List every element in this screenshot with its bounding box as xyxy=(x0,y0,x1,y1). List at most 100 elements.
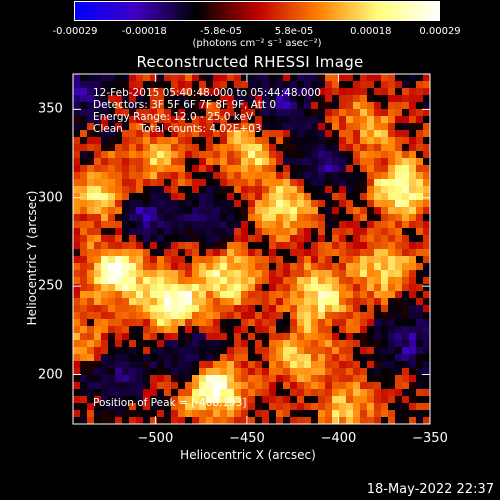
heatmap-cell xyxy=(157,319,165,327)
heatmap-cell xyxy=(206,221,214,229)
heatmap-cell xyxy=(108,123,116,131)
heatmap-cell xyxy=(157,207,165,215)
heatmap-cell xyxy=(381,361,389,369)
heatmap-cell xyxy=(262,74,270,82)
heatmap-cell xyxy=(199,165,207,173)
heatmap-cell xyxy=(220,179,228,187)
heatmap-cell xyxy=(136,102,144,110)
heatmap-cell xyxy=(346,165,354,173)
heatmap-cell xyxy=(304,221,312,229)
heatmap-cell xyxy=(192,256,200,264)
heatmap-cell xyxy=(136,221,144,229)
heatmap-cell xyxy=(80,193,88,201)
heatmap-cell xyxy=(311,305,319,313)
heatmap-cell xyxy=(290,319,298,327)
heatmap-cell xyxy=(332,228,340,236)
heatmap-cell xyxy=(255,312,263,320)
heatmap-cell xyxy=(164,228,172,236)
heatmap-cell xyxy=(80,312,88,320)
heatmap-cell xyxy=(171,130,179,138)
heatmap-cell xyxy=(339,130,347,138)
heatmap-cell xyxy=(325,277,333,285)
heatmap-cell xyxy=(423,270,431,278)
heatmap-cell xyxy=(388,403,396,411)
heatmap-cell xyxy=(213,354,221,362)
heatmap-cell xyxy=(150,417,158,425)
heatmap-cell xyxy=(122,340,130,348)
heatmap-cell xyxy=(381,137,389,145)
heatmap-cell xyxy=(395,403,403,411)
heatmap-cell xyxy=(171,221,179,229)
heatmap-cell xyxy=(213,109,221,117)
heatmap-cell xyxy=(283,88,291,96)
heatmap-cell xyxy=(297,277,305,285)
heatmap-cell xyxy=(374,256,382,264)
heatmap-cell xyxy=(269,263,277,271)
heatmap-cell xyxy=(178,109,186,117)
heatmap-cell xyxy=(360,305,368,313)
heatmap-cell xyxy=(262,81,270,89)
heatmap-cell xyxy=(283,354,291,362)
heatmap-cell xyxy=(269,284,277,292)
heatmap-cell xyxy=(395,200,403,208)
heatmap-cell xyxy=(108,151,116,159)
y-tick-label: 350 xyxy=(38,101,63,117)
heatmap-cell xyxy=(164,249,172,257)
heatmap-cell xyxy=(409,144,417,152)
heatmap-cell xyxy=(332,109,340,117)
heatmap-cell xyxy=(290,256,298,264)
heatmap-cell xyxy=(241,144,249,152)
heatmap-cell xyxy=(423,368,431,376)
heatmap-cell xyxy=(339,284,347,292)
heatmap-cell xyxy=(129,312,137,320)
heatmap-cell xyxy=(416,123,424,131)
heatmap-cell xyxy=(157,298,165,306)
heatmap-cell xyxy=(339,396,347,404)
heatmap-cell xyxy=(409,305,417,313)
heatmap-cell xyxy=(101,242,109,250)
heatmap-cell xyxy=(395,319,403,327)
heatmap-cell xyxy=(402,151,410,159)
heatmap-cell xyxy=(143,214,151,222)
heatmap-cell xyxy=(73,165,81,173)
heatmap-cell xyxy=(374,284,382,292)
heatmap-cell xyxy=(381,319,389,327)
heatmap-cell xyxy=(192,228,200,236)
heatmap-cell xyxy=(206,382,214,390)
heatmap-cell xyxy=(381,249,389,257)
heatmap-cell xyxy=(101,74,109,82)
heatmap-cell xyxy=(213,270,221,278)
heatmap-cell xyxy=(213,368,221,376)
heatmap-cell xyxy=(234,347,242,355)
heatmap-cell xyxy=(199,312,207,320)
heatmap-cell xyxy=(171,270,179,278)
heatmap-cell xyxy=(129,102,137,110)
heatmap-cell xyxy=(157,249,165,257)
heatmap-cell xyxy=(346,151,354,159)
heatmap-cell xyxy=(164,263,172,271)
heatmap-cell xyxy=(388,410,396,418)
heatmap-cell xyxy=(297,123,305,131)
heatmap-cell xyxy=(297,347,305,355)
heatmap-cell xyxy=(318,403,326,411)
heatmap-cell xyxy=(143,403,151,411)
heatmap-cell xyxy=(360,235,368,243)
heatmap-cell xyxy=(346,305,354,313)
heatmap-cell xyxy=(234,109,242,117)
heatmap-cell xyxy=(262,396,270,404)
heatmap-cell xyxy=(87,102,95,110)
heatmap-cell xyxy=(108,172,116,180)
heatmap-cell xyxy=(199,74,207,82)
heatmap-cell xyxy=(136,319,144,327)
heatmap-cell xyxy=(388,200,396,208)
heatmap-cell xyxy=(304,312,312,320)
heatmap-cell xyxy=(360,151,368,159)
heatmap-cell xyxy=(346,130,354,138)
heatmap-cell xyxy=(220,277,228,285)
heatmap-cell xyxy=(318,130,326,138)
heatmap-cell xyxy=(220,305,228,313)
heatmap-cell xyxy=(136,116,144,124)
heatmap-cell xyxy=(157,200,165,208)
heatmap-cell xyxy=(227,347,235,355)
heatmap-cell xyxy=(136,396,144,404)
